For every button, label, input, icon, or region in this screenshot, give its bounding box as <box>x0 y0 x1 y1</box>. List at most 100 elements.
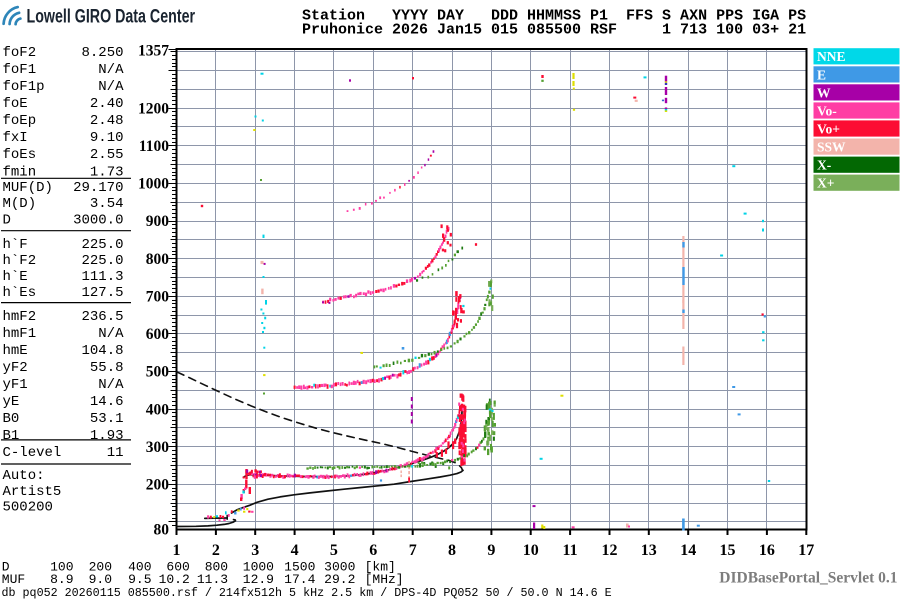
svg-text:M(D): M(D) <box>3 196 37 212</box>
svg-text:10: 10 <box>523 542 539 559</box>
svg-text:E: E <box>817 67 826 82</box>
svg-text:3000: 3000 <box>324 559 355 574</box>
svg-text:h`Es: h`Es <box>3 285 37 301</box>
svg-text:1.73: 1.73 <box>90 164 124 180</box>
svg-text:yF2: yF2 <box>3 360 28 376</box>
svg-text:12: 12 <box>602 542 618 559</box>
svg-text:2.40: 2.40 <box>90 96 124 112</box>
svg-text:D: D <box>3 212 11 228</box>
svg-text:SSW: SSW <box>817 140 846 155</box>
svg-text:1: 1 <box>173 542 181 559</box>
svg-text:hmF1: hmF1 <box>3 326 37 342</box>
svg-text:8.9: 8.9 <box>50 572 73 587</box>
svg-text:16: 16 <box>759 542 775 559</box>
svg-text:10.2: 10.2 <box>159 572 190 587</box>
svg-text:225.0: 225.0 <box>81 237 123 253</box>
svg-text:5: 5 <box>330 542 338 559</box>
svg-text:15: 15 <box>720 542 736 559</box>
svg-text:1500: 1500 <box>284 559 315 574</box>
svg-text:300: 300 <box>146 439 170 456</box>
svg-text:55.8: 55.8 <box>90 360 124 376</box>
svg-text:Vo-: Vo- <box>817 103 837 118</box>
svg-text:100: 100 <box>50 559 73 574</box>
svg-text:h`F: h`F <box>3 237 28 253</box>
svg-text:3.54: 3.54 <box>90 196 124 212</box>
svg-text:foF1p: foF1p <box>3 79 45 95</box>
svg-text:14: 14 <box>680 542 696 559</box>
svg-text:53.1: 53.1 <box>90 411 124 427</box>
svg-text:4: 4 <box>291 542 299 559</box>
svg-text:h`E: h`E <box>3 269 28 285</box>
svg-text:800: 800 <box>146 251 170 268</box>
svg-text:2: 2 <box>212 542 220 559</box>
svg-text:2.48: 2.48 <box>90 113 124 129</box>
svg-text:3000.0: 3000.0 <box>73 212 123 228</box>
svg-text:foE: foE <box>3 96 28 112</box>
svg-text:600: 600 <box>146 326 170 343</box>
svg-text:700: 700 <box>146 289 170 306</box>
svg-text:fxI: fxI <box>3 130 28 146</box>
svg-text:7: 7 <box>409 542 417 559</box>
svg-text:111.3: 111.3 <box>81 269 123 285</box>
svg-text:8: 8 <box>448 542 456 559</box>
svg-text:9.0: 9.0 <box>89 572 112 587</box>
svg-text:1200: 1200 <box>138 100 169 117</box>
svg-text:MUF: MUF <box>2 572 25 587</box>
svg-text:[MHz]: [MHz] <box>365 572 404 587</box>
svg-text:11: 11 <box>107 445 124 461</box>
svg-text:yF1: yF1 <box>3 377 28 393</box>
svg-text:1000: 1000 <box>138 176 169 193</box>
svg-text:80: 80 <box>154 522 170 539</box>
svg-text:9.5: 9.5 <box>128 572 151 587</box>
svg-text:17.4: 17.4 <box>284 572 315 587</box>
svg-text:29.2: 29.2 <box>324 572 355 587</box>
svg-text:1357: 1357 <box>138 42 169 59</box>
svg-text:3: 3 <box>251 542 259 559</box>
svg-text:1000: 1000 <box>243 559 274 574</box>
svg-text:foEp: foEp <box>3 113 37 129</box>
svg-text:N/A: N/A <box>98 79 124 95</box>
svg-text:29.170: 29.170 <box>73 180 123 196</box>
svg-text:B0: B0 <box>3 411 20 427</box>
svg-text:1.93: 1.93 <box>90 428 124 444</box>
svg-text:200: 200 <box>89 559 112 574</box>
svg-text:1100: 1100 <box>139 138 169 155</box>
svg-text:500200: 500200 <box>3 499 53 515</box>
svg-text:236.5: 236.5 <box>81 309 123 325</box>
svg-text:200: 200 <box>146 477 170 494</box>
svg-text:Vo+: Vo+ <box>817 121 840 136</box>
svg-text:db pq052 20260115 085500.rsf /: db pq052 20260115 085500.rsf / 214fx512h… <box>2 586 612 600</box>
svg-text:400: 400 <box>146 401 170 418</box>
svg-text:127.5: 127.5 <box>81 285 123 301</box>
svg-text:yE: yE <box>3 394 20 410</box>
svg-text:foF2: foF2 <box>3 45 37 61</box>
svg-text:hmE: hmE <box>3 343 28 359</box>
svg-text:225.0: 225.0 <box>81 253 123 269</box>
svg-text:11.3: 11.3 <box>197 572 228 587</box>
svg-text:9: 9 <box>487 542 495 559</box>
svg-text:C-level: C-level <box>3 445 62 461</box>
svg-text:MUF(D): MUF(D) <box>3 180 53 196</box>
svg-text:14.6: 14.6 <box>90 394 124 410</box>
svg-text:13: 13 <box>641 542 657 559</box>
svg-text:foEs: foEs <box>3 147 37 163</box>
svg-text:W: W <box>817 85 831 100</box>
svg-text:104.8: 104.8 <box>81 343 123 359</box>
svg-text:Auto:: Auto: <box>3 468 45 484</box>
svg-text:12.9: 12.9 <box>243 572 274 587</box>
svg-text:600: 600 <box>166 559 189 574</box>
svg-text:11: 11 <box>563 542 578 559</box>
svg-text:N/A: N/A <box>98 377 124 393</box>
svg-text:Artist5: Artist5 <box>3 484 62 500</box>
svg-text:[km]: [km] <box>365 559 396 574</box>
svg-text:500: 500 <box>146 364 170 381</box>
svg-text:800: 800 <box>205 559 228 574</box>
svg-text:Pruhonice 2026 Jan15 015 08550: Pruhonice 2026 Jan15 015 085500 RSF 1 71… <box>302 21 806 38</box>
svg-text:2.55: 2.55 <box>90 147 124 163</box>
svg-text:B1: B1 <box>3 428 20 444</box>
svg-text:400: 400 <box>128 559 151 574</box>
svg-text:900: 900 <box>146 213 170 230</box>
svg-text:D: D <box>2 559 10 574</box>
svg-text:h`F2: h`F2 <box>3 253 37 269</box>
svg-text:fmin: fmin <box>3 164 37 180</box>
